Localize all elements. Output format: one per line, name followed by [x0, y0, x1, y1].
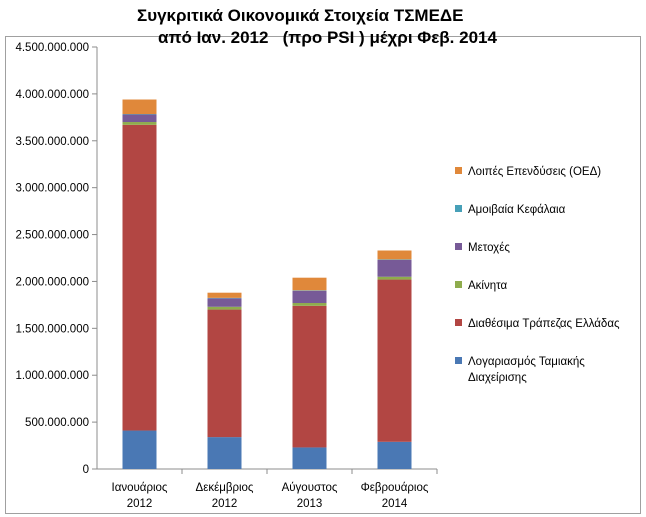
bar-segment	[122, 99, 157, 115]
legend-swatch	[455, 243, 462, 250]
x-tick-label: 2013	[297, 498, 323, 510]
bar-segment	[122, 124, 157, 431]
legend-label: Λογαριασμός Ταμιακής	[468, 356, 585, 368]
legend-label: Διαχείρισης	[468, 372, 527, 384]
chart-title-line2: από Ιαν. 2012 (προ PSI ) μέχρι Φεβ. 2014	[158, 28, 497, 47]
bar-segment	[207, 437, 242, 469]
chart-frame	[5, 36, 641, 514]
bar-segment	[377, 250, 412, 260]
x-tick-label: 2012	[212, 498, 238, 510]
bar-segment	[122, 122, 157, 125]
bar-segment	[292, 277, 327, 291]
y-tick-label: 3.000.000.000	[15, 183, 89, 195]
y-tick-label: 500.000.000	[25, 417, 89, 429]
y-tick-label: 0	[83, 464, 89, 476]
bar-segment	[207, 298, 242, 307]
legend-label: Ακίνητα	[468, 280, 508, 292]
bar-segment	[122, 430, 157, 469]
bar-segment	[377, 279, 412, 442]
x-tick-label: Αύγουστος	[282, 482, 338, 494]
bar-segment	[122, 114, 157, 123]
legend-swatch	[455, 319, 462, 326]
bar-segment	[292, 305, 327, 448]
x-tick-label: Δεκέμβριος	[196, 482, 254, 494]
y-tick-label: 4.000.000.000	[15, 89, 89, 101]
legend-label: Μετοχές	[468, 242, 510, 254]
bar-segment	[292, 290, 327, 304]
y-tick-label: 1.500.000.000	[15, 323, 89, 335]
bar-segment	[292, 447, 327, 469]
y-tick-label: 3.500.000.000	[15, 136, 89, 148]
bar-segment	[207, 309, 242, 438]
legend-swatch	[455, 281, 462, 288]
x-tick-label: 2012	[127, 498, 153, 510]
y-tick-label: 4.500.000.000	[15, 42, 89, 54]
bar-segment	[377, 259, 412, 277]
bar-segment	[207, 306, 242, 310]
y-tick-label: 1.000.000.000	[15, 370, 89, 382]
legend-label: Λοιπές Επενδύσεις (ΟΕΔ)	[468, 166, 601, 178]
y-tick-label: 2.500.000.000	[15, 230, 89, 242]
x-tick-label: Φεβρουάριος	[361, 482, 429, 494]
chart-title-line1: Συγκριτικά Οικονομικά Στοιχεία ΤΣΜΕΔΕ	[137, 6, 464, 25]
legend-swatch	[455, 167, 462, 174]
bar-segment	[377, 441, 412, 469]
x-tick-label: Ιανουάριος	[112, 482, 168, 494]
x-tick-label: 2014	[382, 498, 408, 510]
legend-swatch	[455, 205, 462, 212]
bar-segment	[377, 276, 412, 280]
bar-segment	[207, 292, 242, 298]
legend-label: Διαθέσιμα Τράπεζας Ελλάδας	[468, 318, 620, 330]
legend-swatch	[455, 357, 462, 364]
legend-label: Αμοιβαία Κεφάλαια	[468, 204, 566, 216]
y-tick-label: 2.000.000.000	[15, 276, 89, 288]
bar-segment	[292, 303, 327, 306]
